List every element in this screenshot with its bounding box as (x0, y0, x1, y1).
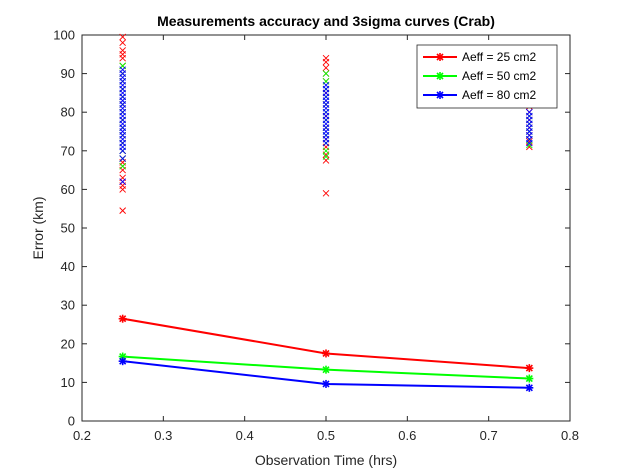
star-stroke (119, 315, 127, 323)
star-stroke (436, 72, 444, 80)
measurement-marker (322, 70, 330, 77)
star-stroke (525, 384, 533, 392)
y-tick-label: 30 (61, 298, 75, 313)
legend: Aeff = 25 cm2 Aeff = 50 cm2 Aeff = 80 cm2 (416, 44, 558, 109)
series-point (322, 349, 330, 358)
marker-stroke (322, 64, 330, 72)
marker-stroke (119, 39, 126, 47)
chart-title: Measurements accuracy and 3sigma curves … (157, 13, 495, 29)
series-point (322, 365, 330, 374)
y-tick-label: 50 (61, 221, 75, 236)
measurement-marker (119, 33, 126, 41)
scatter-layer (119, 33, 533, 214)
marker-stroke (119, 178, 126, 185)
x-tick-label: 0.2 (73, 428, 91, 443)
star-stroke (525, 364, 533, 372)
y-tick-label: 80 (61, 105, 75, 120)
x-axis-label: Observation Time (hrs) (255, 452, 397, 468)
marker-stroke (322, 147, 330, 155)
marker-stroke (119, 155, 126, 162)
legend-label: Aeff = 50 cm2 (462, 69, 536, 83)
y-tick-label: 20 (61, 336, 75, 351)
series-point (525, 364, 534, 373)
legend-entry: Aeff = 25 cm2 (423, 50, 536, 64)
marker-stroke (322, 81, 330, 89)
measurement-marker (119, 39, 126, 47)
star-stroke (322, 349, 330, 358)
y-axis-label: Error (km) (30, 197, 46, 260)
star-stroke (119, 357, 127, 365)
series-point (118, 357, 127, 366)
measurement-marker (119, 178, 126, 185)
y-tick-label: 10 (61, 375, 75, 390)
y-tick-label: 100 (53, 28, 75, 43)
marker-stroke (526, 141, 533, 149)
y-tick-label: 70 (61, 143, 75, 158)
marker-stroke (119, 66, 126, 74)
measurement-marker (119, 66, 126, 74)
y-tick-label: 90 (61, 66, 75, 81)
measurement-marker (526, 108, 533, 116)
star-stroke (322, 380, 330, 388)
x-tick-label: 0.4 (236, 428, 254, 443)
lines-layer (118, 314, 534, 392)
marker-stroke (526, 108, 533, 116)
marker-stroke (119, 47, 126, 54)
marker-stroke (119, 33, 126, 41)
legend-entry: Aeff = 50 cm2 (423, 69, 536, 83)
marker-stroke (322, 54, 330, 62)
marker-stroke (119, 162, 126, 170)
measurement-marker (119, 155, 126, 162)
measurement-marker (322, 64, 330, 72)
legend-label: Aeff = 80 cm2 (462, 88, 536, 102)
series-point (525, 374, 534, 383)
marker-stroke (322, 189, 330, 197)
legend-marker (436, 53, 444, 61)
measurement-marker (322, 147, 330, 155)
legend-label: Aeff = 25 cm2 (462, 50, 536, 64)
measurement-marker (322, 189, 330, 197)
legend-marker (436, 91, 444, 99)
series-point (322, 379, 330, 388)
x-tick-label: 0.8 (561, 428, 579, 443)
y-tick-label: 60 (61, 182, 75, 197)
star-stroke (436, 91, 444, 99)
legend-marker (436, 72, 444, 80)
legend-entry: Aeff = 80 cm2 (423, 88, 536, 102)
marker-stroke (322, 153, 330, 160)
star-stroke (322, 366, 330, 374)
measurement-marker (322, 153, 330, 160)
x-tick-label: 0.7 (480, 428, 498, 443)
measurement-marker (119, 207, 126, 214)
marker-stroke (119, 207, 126, 214)
marker-stroke (322, 70, 330, 77)
x-tick-label: 0.5 (317, 428, 335, 443)
measurement-marker (526, 141, 533, 149)
star-stroke (525, 374, 533, 383)
y-tick-label: 40 (61, 259, 75, 274)
x-tick-label: 0.3 (154, 428, 172, 443)
y-tick-label: 0 (68, 414, 75, 429)
x-tick-label: 0.6 (398, 428, 416, 443)
series-point (525, 383, 534, 392)
series-point (118, 314, 127, 323)
measurement-marker (322, 54, 330, 62)
measurement-marker (322, 81, 330, 89)
ticks-layer: 0.2 0.3 0.4 0.5 0.6 0.7 0.8 0 10 20 30 40 50 60 70 80 90… (53, 28, 579, 444)
measurement-marker (119, 47, 126, 54)
star-stroke (436, 53, 444, 61)
measurement-marker (119, 162, 126, 170)
